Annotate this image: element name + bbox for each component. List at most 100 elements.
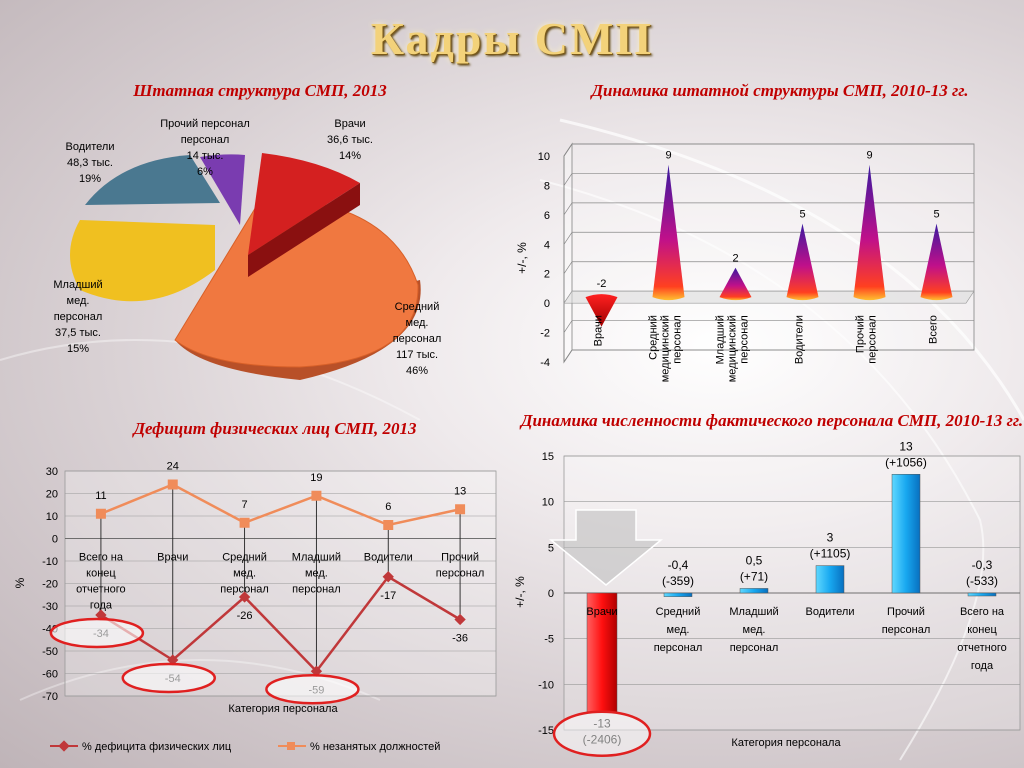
line-ytick: 10 — [46, 511, 58, 523]
bar-value-label: 3 — [827, 531, 834, 545]
line-ytick: -60 — [42, 669, 58, 681]
pie-slice-middle-top — [174, 196, 419, 368]
line-data-label: 19 — [310, 472, 322, 484]
bar-category-label: персонал — [882, 624, 931, 636]
pie-chart: Прочий персонал персонал 14 тыс. 6% Води… — [53, 118, 442, 380]
bar-category-label: Врачи — [586, 606, 617, 618]
line-ytick: 0 — [52, 534, 58, 546]
legend-vacancy: % незанятых должностей — [310, 741, 440, 753]
bar-mark — [663, 592, 693, 597]
label-drivers-percent: 19% — [79, 173, 101, 185]
bar-category-label: персонал — [654, 642, 703, 654]
line-category-label: мед. — [305, 568, 328, 580]
cone-category-text: Врачи — [593, 315, 605, 346]
line-series-0 — [100, 575, 461, 674]
cone-mark — [585, 294, 618, 327]
cone-value-label: 2 — [732, 253, 738, 265]
cone-category-text: медицинский — [727, 315, 739, 382]
line-data-label: -17 — [380, 590, 396, 602]
bar-ytick: -15 — [538, 725, 554, 737]
cone-category-text: Младший — [715, 315, 727, 364]
cone-ytick: 8 — [544, 180, 550, 192]
pie-chart-title: Штатная структура СМП, 2013 — [133, 81, 387, 100]
bar-chart-title: Динамика численности фактического персон… — [520, 411, 1024, 430]
line-ytick: -70 — [42, 691, 58, 703]
pie-slice-other — [200, 154, 245, 225]
bar-ylabel: +/-, % — [513, 576, 527, 608]
cone-mark — [853, 164, 886, 301]
line-ytick: -30 — [42, 601, 58, 613]
pie-label-junior: Младший мед. персонал 37,5 тыс. 15% — [53, 279, 102, 355]
pie-label-middle: Средний мед. персонал 117 тыс. 46% — [393, 301, 442, 377]
cone-category-text: Средний — [648, 315, 660, 360]
cone-category-text: персонал — [672, 315, 684, 364]
pie-slice-junior — [70, 220, 215, 302]
bar-category-label: мед. — [743, 624, 766, 636]
cone-category-label: Водители — [794, 315, 806, 364]
bar-mark — [739, 588, 769, 594]
cone-value-label: -2 — [597, 278, 607, 290]
bar-category-label: Водители — [805, 606, 854, 618]
bar-abs-label: (+71) — [740, 569, 768, 583]
label-doctors-value: 36,6 тыс. — [327, 134, 373, 146]
line-category-label: Младший — [292, 552, 341, 564]
bar-category-label: Прочий — [887, 606, 925, 618]
line-data-label: 7 — [242, 499, 248, 511]
highlight-ellipse — [49, 617, 145, 649]
bar-mark — [815, 565, 845, 594]
line-point — [95, 508, 106, 519]
highlight-ellipse — [265, 674, 360, 705]
line-category-label: персонал — [292, 584, 341, 596]
bar-ytick: 0 — [548, 588, 554, 600]
cone-mark — [719, 267, 752, 301]
line-category-label: Врачи — [157, 552, 188, 564]
line-point — [167, 479, 178, 490]
line-point — [311, 490, 322, 501]
bar-abs-label: (+1105) — [810, 547, 851, 561]
line-ytick: -10 — [42, 556, 58, 568]
cone-mark — [786, 223, 819, 301]
cone-ytick: -2 — [540, 328, 550, 340]
bar-value-label: 13 — [899, 440, 913, 453]
cone-ytick: 10 — [538, 151, 550, 163]
cone-chart-title: Динамика штатной структуры СМП, 2010-13 … — [591, 81, 969, 100]
line-category-label: Прочий — [441, 552, 479, 564]
line-series-1 — [100, 483, 461, 527]
page-title: Кадры СМП — [370, 13, 654, 64]
cone-category-label: Врачи — [593, 315, 605, 346]
label-doctors-percent: 14% — [339, 150, 361, 162]
label-other-percent: 6% — [197, 166, 213, 178]
cone-category-text: персонал — [867, 315, 879, 364]
cone-value-label: 9 — [866, 150, 872, 162]
line-data-label: 13 — [454, 485, 466, 497]
line-xlabel: Категория персонала — [228, 703, 338, 715]
bar-category-label: Младший — [729, 606, 778, 618]
line-data-label: 24 — [167, 461, 179, 473]
line-ylabel: % — [13, 577, 27, 588]
highlight-ellipse — [121, 662, 216, 694]
svg-text:мед.: мед. — [67, 295, 90, 307]
label-middle-percent: 46% — [406, 365, 428, 377]
line-ytick: 20 — [46, 489, 58, 501]
svg-text:персонал: персонал — [54, 311, 103, 323]
bar-category-label: отчетного — [957, 642, 1007, 654]
line-data-label: -26 — [237, 610, 253, 622]
line-data-label: 11 — [95, 490, 106, 502]
pie-slice-doctors — [248, 153, 360, 255]
cone-mark — [652, 164, 685, 301]
cone-category-label: Средний медицинский персонал — [648, 315, 684, 382]
line-category-label: отчетного — [76, 584, 126, 596]
label-other-value: 14 тыс. — [187, 150, 224, 162]
line-category-label: персонал — [436, 568, 485, 580]
bar-xlabel: Категория персонала — [731, 737, 841, 749]
line-ytick: -20 — [42, 579, 58, 591]
label-middle-value: 117 тыс. — [396, 349, 438, 361]
cone-category-label: Младший медицинский персонал — [715, 315, 751, 382]
cone-value-label: 5 — [799, 209, 805, 221]
cone-mark — [920, 223, 953, 301]
bar-abs-label: (+1056) — [885, 455, 927, 469]
label-other-name: Прочий персонал — [160, 118, 250, 130]
cone-category-label: Всего — [928, 315, 940, 344]
